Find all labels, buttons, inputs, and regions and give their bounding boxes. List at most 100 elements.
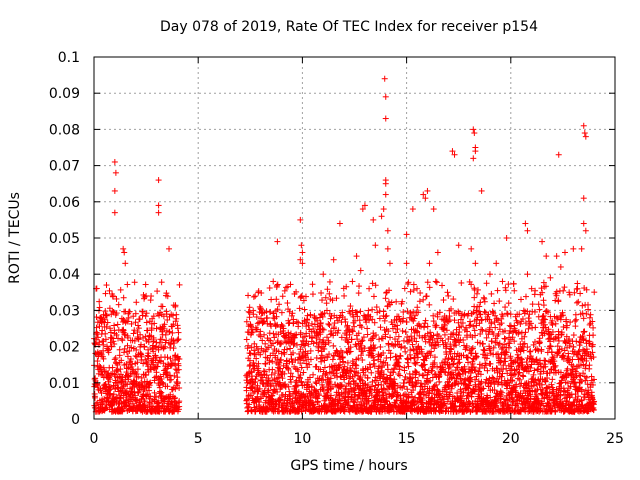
data-point xyxy=(480,340,487,347)
data-point xyxy=(250,293,257,300)
data-point xyxy=(403,231,410,238)
data-point xyxy=(243,336,250,343)
data-point xyxy=(578,245,585,252)
data-point xyxy=(94,358,101,365)
data-point xyxy=(323,370,330,377)
data-point xyxy=(341,292,348,299)
data-point xyxy=(423,293,430,300)
data-point xyxy=(440,297,447,304)
data-point xyxy=(281,287,288,294)
data-point xyxy=(430,206,437,213)
data-point xyxy=(369,306,376,313)
data-point xyxy=(117,394,124,401)
data-point xyxy=(392,329,399,336)
data-point xyxy=(128,344,135,351)
chart-title: Day 078 of 2019, Rate Of TEC Index for r… xyxy=(160,19,538,35)
data-point xyxy=(535,301,542,308)
data-point xyxy=(133,299,140,306)
data-point xyxy=(420,296,427,303)
data-point xyxy=(538,346,545,353)
y-tick-label: 0.08 xyxy=(49,122,80,138)
data-point xyxy=(104,319,111,326)
data-point xyxy=(123,361,130,368)
data-point xyxy=(496,298,503,305)
data-point xyxy=(451,317,458,324)
data-point xyxy=(557,380,564,387)
data-point xyxy=(113,360,120,367)
x-tick-label: 15 xyxy=(398,431,416,447)
data-point xyxy=(491,300,498,307)
data-point xyxy=(368,369,375,376)
data-point xyxy=(401,285,408,292)
data-point xyxy=(124,353,131,360)
data-point xyxy=(111,187,118,194)
data-point xyxy=(560,323,567,330)
data-point xyxy=(174,325,181,332)
data-point xyxy=(155,209,162,216)
data-point xyxy=(372,374,379,381)
data-point xyxy=(287,345,294,352)
data-point xyxy=(251,350,258,357)
data-point xyxy=(124,281,131,288)
data-point xyxy=(109,364,116,371)
data-point xyxy=(478,187,485,194)
data-point xyxy=(444,289,451,296)
data-point xyxy=(400,337,407,344)
data-point xyxy=(124,342,131,349)
data-point xyxy=(396,372,403,379)
data-point xyxy=(111,158,118,165)
data-point xyxy=(543,253,550,260)
data-point xyxy=(470,155,477,162)
data-point xyxy=(143,319,150,326)
data-point xyxy=(364,325,371,332)
data-point xyxy=(135,373,142,380)
data-point xyxy=(155,202,162,209)
data-point xyxy=(170,345,177,352)
data-point xyxy=(245,292,252,299)
data-point xyxy=(132,369,139,376)
data-point xyxy=(424,323,431,330)
data-point xyxy=(370,293,377,300)
x-axis-label: GPS time / hours xyxy=(290,458,407,474)
data-point xyxy=(553,253,560,260)
data-point xyxy=(414,285,421,292)
data-point xyxy=(496,340,503,347)
data-point xyxy=(416,298,423,305)
data-point xyxy=(426,301,433,308)
data-point xyxy=(115,335,122,342)
data-point xyxy=(262,340,269,347)
y-axis-label: ROTI / TECUs xyxy=(7,192,23,284)
data-point xyxy=(137,331,144,338)
data-point xyxy=(113,331,120,338)
data-point xyxy=(450,296,457,303)
data-point xyxy=(468,245,475,252)
data-point xyxy=(101,316,108,323)
data-point xyxy=(119,337,126,344)
data-point xyxy=(106,287,113,294)
data-point xyxy=(503,310,510,317)
data-point xyxy=(472,260,479,267)
data-point xyxy=(570,343,577,350)
data-point xyxy=(353,253,360,260)
data-point xyxy=(422,317,429,324)
data-point xyxy=(112,169,119,176)
data-point xyxy=(414,304,421,311)
data-point xyxy=(132,352,139,359)
data-point xyxy=(320,271,327,278)
data-point xyxy=(410,281,417,288)
data-point xyxy=(329,356,336,363)
data-point xyxy=(127,355,134,362)
data-point xyxy=(434,249,441,256)
data-point xyxy=(470,126,477,133)
data-point xyxy=(486,271,493,278)
data-point xyxy=(120,392,127,399)
data-point xyxy=(501,335,508,342)
data-point xyxy=(581,130,588,137)
data-point xyxy=(327,315,334,322)
data-point xyxy=(382,115,389,122)
data-point xyxy=(357,308,364,315)
data-point xyxy=(455,242,462,249)
data-point xyxy=(532,324,539,331)
data-point xyxy=(580,315,587,322)
